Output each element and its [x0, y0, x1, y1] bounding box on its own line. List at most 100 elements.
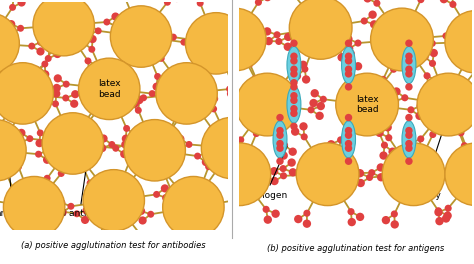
- Circle shape: [85, 25, 93, 34]
- Circle shape: [449, 1, 456, 8]
- Text: latex
bead: latex bead: [98, 79, 120, 98]
- Circle shape: [255, 35, 263, 42]
- Circle shape: [11, 5, 18, 12]
- Circle shape: [281, 142, 288, 149]
- Circle shape: [235, 146, 243, 154]
- Circle shape: [345, 45, 353, 53]
- Circle shape: [219, 211, 226, 219]
- Circle shape: [74, 43, 82, 51]
- Circle shape: [205, 97, 213, 105]
- Text: antigen: antigen: [0, 169, 30, 218]
- Circle shape: [276, 114, 284, 121]
- Circle shape: [290, 57, 298, 65]
- Circle shape: [9, 166, 16, 173]
- Circle shape: [201, 117, 263, 179]
- Circle shape: [242, 205, 250, 213]
- Circle shape: [105, 74, 113, 82]
- Circle shape: [0, 160, 8, 168]
- Circle shape: [183, 182, 191, 190]
- Circle shape: [337, 136, 344, 143]
- Circle shape: [366, 174, 373, 181]
- Circle shape: [344, 121, 353, 129]
- Circle shape: [173, 153, 182, 161]
- Circle shape: [435, 207, 442, 214]
- Circle shape: [405, 70, 413, 78]
- Circle shape: [310, 89, 319, 97]
- Circle shape: [259, 81, 268, 89]
- Circle shape: [197, 102, 205, 110]
- Circle shape: [176, 150, 184, 158]
- Circle shape: [442, 214, 450, 223]
- Circle shape: [85, 90, 94, 98]
- Circle shape: [420, 156, 428, 165]
- Circle shape: [177, 28, 186, 36]
- Circle shape: [444, 211, 452, 220]
- Circle shape: [335, 146, 343, 154]
- Circle shape: [0, 42, 4, 50]
- Circle shape: [43, 185, 51, 194]
- Circle shape: [364, 0, 372, 3]
- Circle shape: [391, 97, 399, 105]
- Circle shape: [199, 131, 207, 139]
- Circle shape: [198, 78, 206, 86]
- Circle shape: [417, 102, 425, 110]
- Circle shape: [71, 93, 79, 101]
- Circle shape: [227, 140, 236, 148]
- Circle shape: [428, 120, 437, 128]
- Circle shape: [443, 82, 451, 91]
- Circle shape: [94, 93, 102, 102]
- Circle shape: [128, 99, 136, 107]
- Circle shape: [187, 109, 195, 117]
- Circle shape: [237, 53, 246, 62]
- Circle shape: [375, 129, 384, 137]
- Circle shape: [17, 150, 26, 158]
- Circle shape: [192, 176, 199, 183]
- Circle shape: [165, 157, 173, 165]
- Circle shape: [157, 89, 165, 97]
- Circle shape: [130, 158, 137, 165]
- Circle shape: [128, 122, 135, 129]
- Circle shape: [345, 144, 352, 152]
- Circle shape: [52, 241, 59, 248]
- Circle shape: [127, 48, 134, 55]
- Circle shape: [131, 98, 139, 106]
- Circle shape: [336, 73, 399, 136]
- Circle shape: [272, 210, 280, 218]
- Circle shape: [374, 0, 381, 7]
- Circle shape: [280, 148, 289, 156]
- Circle shape: [162, 248, 170, 256]
- Circle shape: [176, 140, 184, 148]
- Circle shape: [345, 57, 352, 65]
- Circle shape: [7, 18, 16, 26]
- Circle shape: [383, 123, 392, 131]
- Circle shape: [283, 43, 292, 51]
- Circle shape: [180, 102, 188, 111]
- Circle shape: [83, 48, 91, 55]
- Circle shape: [236, 73, 299, 136]
- Circle shape: [9, 241, 16, 248]
- Circle shape: [110, 34, 118, 42]
- Circle shape: [451, 87, 460, 95]
- Text: (a) positive agglutination test for antibodies: (a) positive agglutination test for anti…: [21, 241, 206, 250]
- Circle shape: [308, 106, 315, 113]
- Circle shape: [347, 218, 356, 226]
- Circle shape: [210, 218, 219, 226]
- Circle shape: [451, 26, 459, 35]
- Circle shape: [276, 140, 284, 147]
- Circle shape: [345, 40, 352, 47]
- Ellipse shape: [342, 121, 356, 158]
- Circle shape: [233, 209, 240, 216]
- Circle shape: [129, 148, 137, 156]
- Circle shape: [203, 150, 211, 158]
- Circle shape: [463, 171, 471, 180]
- Circle shape: [28, 45, 35, 52]
- Circle shape: [114, 69, 121, 77]
- Circle shape: [18, 15, 25, 22]
- Circle shape: [276, 131, 284, 139]
- Circle shape: [247, 78, 255, 87]
- Circle shape: [162, 188, 170, 197]
- Circle shape: [260, 123, 269, 131]
- Circle shape: [36, 50, 44, 58]
- Circle shape: [291, 128, 300, 136]
- Circle shape: [58, 204, 66, 212]
